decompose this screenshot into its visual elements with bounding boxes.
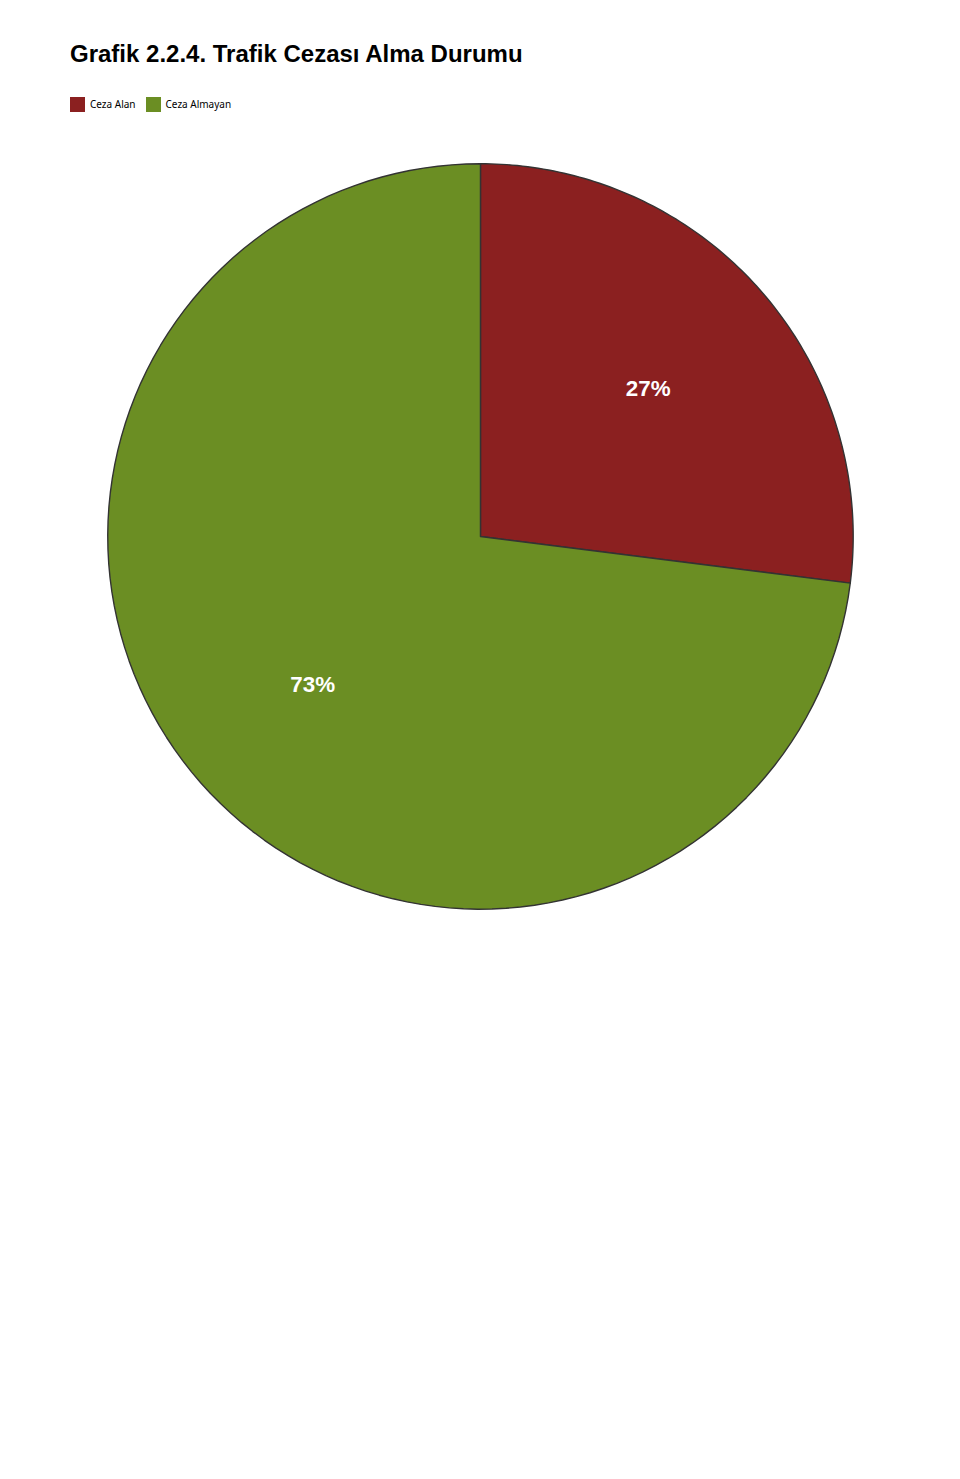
svg-text:27%: 27% xyxy=(626,376,671,401)
svg-text:73%: 73% xyxy=(290,671,335,696)
html-text:Ceza Alan: Ceza Alan xyxy=(90,97,136,112)
html-text:Ceza Almayan: Ceza Almayan xyxy=(165,97,232,112)
html-text:Grafik 2.2.4. Trafik Cezası Al: Grafik 2.2.4. Trafik Cezası Alma Durumu xyxy=(70,39,523,67)
